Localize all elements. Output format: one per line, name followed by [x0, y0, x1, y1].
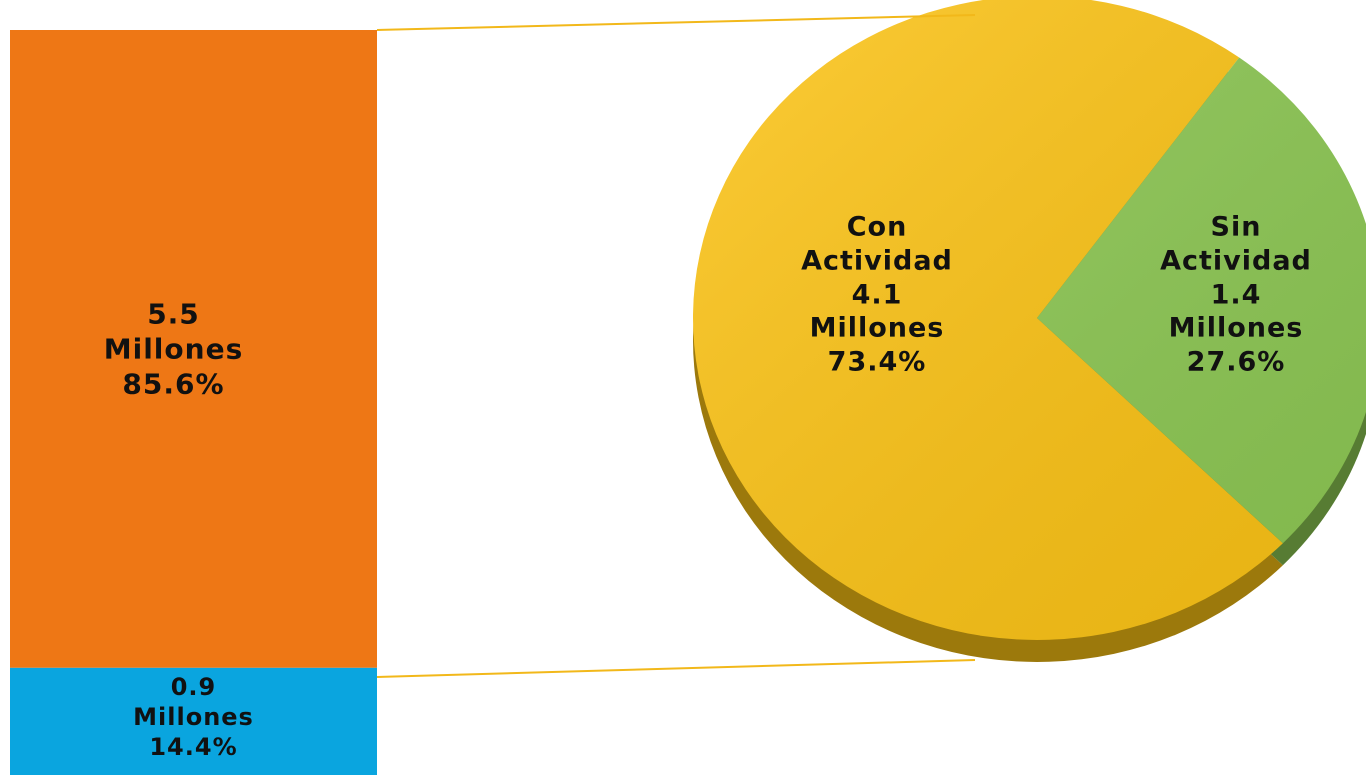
label-line: 27.6%: [1186, 346, 1286, 378]
label-line: 0.9: [170, 673, 217, 702]
label-line: Millones: [809, 312, 945, 344]
label-line: 1.4: [1210, 279, 1262, 311]
label-line: 4.1: [851, 279, 903, 311]
label-line: Con Actividad: [801, 211, 953, 277]
data-label: 0.9 Millones 14.4%: [44, 672, 344, 762]
data-label: 5.5 Millones 85.6%: [24, 296, 324, 401]
pie-sheen: [693, 0, 1366, 640]
label-line: Sin Actividad: [1160, 211, 1312, 277]
label-line: 5.5: [147, 297, 200, 331]
data-label: Con Actividad 4.1 Millones 73.4%: [777, 211, 977, 380]
label-line: Millones: [103, 332, 244, 366]
bar-segment: [10, 667, 377, 775]
label-line: Millones: [1168, 312, 1304, 344]
connector-line: [376, 659, 976, 678]
label-line: 85.6%: [122, 367, 225, 401]
connector-line: [376, 14, 976, 31]
label-line: Millones: [133, 703, 254, 732]
data-label: Sin Actividad 1.4 Millones 27.6%: [1136, 211, 1336, 380]
bar-segment: [10, 30, 377, 668]
label-line: 73.4%: [827, 346, 927, 378]
label-line: 14.4%: [149, 733, 238, 762]
